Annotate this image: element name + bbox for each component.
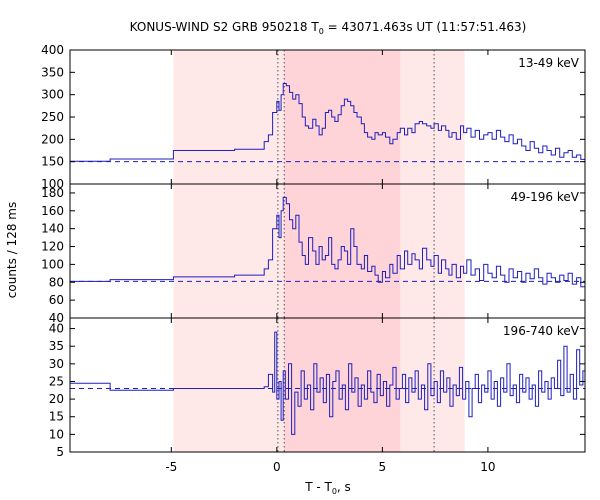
energy-band-label: 13-49 keV <box>518 56 580 70</box>
shade-dark-region <box>284 184 401 318</box>
panel-frame <box>69 317 586 453</box>
x-axis-label-subscript: 0 <box>332 487 337 496</box>
y-tick-label: 100 <box>41 257 64 271</box>
y-tick-label: 400 <box>41 43 64 57</box>
y-tick-label: 200 <box>41 132 64 146</box>
y-tick-label: 100 <box>41 177 64 191</box>
y-tick-label: 40 <box>49 311 64 325</box>
y-tick-label: 5 <box>56 445 64 459</box>
x-axis-label: T - T0, s <box>304 480 351 496</box>
y-tick-label: 250 <box>41 110 64 124</box>
y-tick-label: 35 <box>49 339 64 353</box>
light-curve-step <box>70 331 585 435</box>
x-tick-label: 5 <box>379 460 387 474</box>
energy-band-label: 196-740 keV <box>503 324 580 338</box>
panel-1: 100 150 200 250 300 350 400 13-49 keV <box>41 43 586 191</box>
y-tick-label: 300 <box>41 88 64 102</box>
y-tick-label: 30 <box>49 357 64 371</box>
chart-title: KONUS-WIND S2 GRB 950218 T0 = 43071.463s… <box>130 20 527 36</box>
y-tick-label: 120 <box>41 240 64 254</box>
x-axis-label-main: T - T <box>304 480 332 494</box>
x-tick-label: -5 <box>165 460 177 474</box>
y-tick-label: 60 <box>49 293 64 307</box>
panel-2: 40 60 80 100 120 140 160 180 49-196 keV <box>41 183 586 325</box>
chart-title-rest: = 43071.463s UT (11:57:51.463) <box>324 20 527 34</box>
light-curve-step <box>70 196 585 288</box>
y-tick-label: 80 <box>49 275 64 289</box>
y-tick-label: 140 <box>41 222 64 236</box>
x-tick-label: 10 <box>480 460 495 474</box>
chart-title-subscript: 0 <box>319 27 324 36</box>
y-tick-label: 10 <box>49 427 64 441</box>
shade-dark-region <box>284 50 401 184</box>
x-axis-label-rest: , s <box>337 480 351 494</box>
light-curve-step <box>70 83 585 162</box>
y-tick-label: 25 <box>49 374 64 388</box>
y-tick-label: 150 <box>41 155 64 169</box>
y-tick-label: 15 <box>49 410 64 424</box>
panel-3: 5 10 15 20 25 30 35 40 196-740 keV <box>49 317 586 459</box>
y-axis-label: counts / 128 ms <box>5 202 19 298</box>
y-tick-label: 350 <box>41 65 64 79</box>
chart-title-main: KONUS-WIND S2 GRB 950218 T <box>130 20 320 34</box>
x-tick-label: 0 <box>273 460 281 474</box>
y-tick-label: 20 <box>49 392 64 406</box>
y-tick-label: 160 <box>41 204 64 218</box>
y-tick-label: 40 <box>49 322 64 336</box>
energy-band-label: 49-196 keV <box>511 190 580 204</box>
y-tick-label: 180 <box>41 186 64 200</box>
